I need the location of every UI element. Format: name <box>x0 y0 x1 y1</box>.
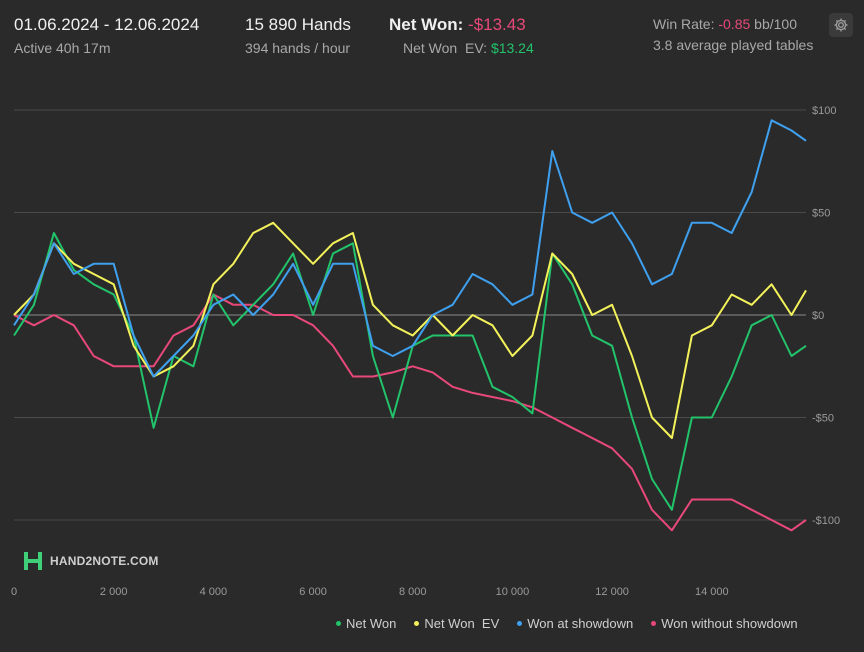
win-rate-unit: bb/100 <box>754 16 797 32</box>
avg-tables: 3.8 average played tables <box>653 37 814 53</box>
hand2note-logo-icon <box>24 552 42 570</box>
legend-dot <box>517 621 523 626</box>
win-rate-label: Win Rate: <box>653 16 715 32</box>
legend-item[interactable]: Net Won EV <box>414 616 499 631</box>
net-won-ev-value: $13.24 <box>490 40 534 56</box>
series-line-net-won <box>13 232 807 511</box>
legend-item[interactable]: Won without showdown <box>651 616 798 631</box>
hand2note-logo: HAND2NOTE.COM <box>22 550 159 572</box>
x-tick-label: 6 000 <box>299 586 327 598</box>
x-tick-label: 4 000 <box>200 586 228 598</box>
legend-label: Won at showdown <box>527 616 634 631</box>
y-tick-label: $0 <box>812 310 824 322</box>
win-rate: Win Rate: -0.85 bb/100 <box>653 16 797 32</box>
active-time: Active 40h 17m <box>14 40 111 56</box>
chart-legend: Net Won Net Won EV Won at showdown Won with… <box>336 616 798 631</box>
settings-button[interactable] <box>829 13 853 37</box>
summary-header: 01.06.2024 - 12.06.2024 Active 40h 17m 1… <box>0 0 864 64</box>
legend-label: Net Won EV <box>424 616 500 631</box>
series-line-won-at-showdown <box>13 119 807 378</box>
legend-label: Net Won <box>346 616 397 631</box>
net-won-ev-label: Net Won EV: <box>403 40 488 56</box>
gear-icon <box>834 18 848 32</box>
net-won-value: -$13.43 <box>468 15 526 34</box>
x-tick-label: 12 000 <box>595 586 629 598</box>
bankroll-line-chart: $100 $50 $0 -$50 -$100 0 2 000 4 000 6 000 8 000… <box>11 105 840 598</box>
y-tick-label: -$50 <box>812 413 834 425</box>
win-rate-value: -0.85 <box>718 16 751 32</box>
y-tick-label: $50 <box>812 208 830 220</box>
legend-dot <box>336 621 341 626</box>
date-range: 01.06.2024 - 12.06.2024 <box>14 15 200 34</box>
hands-per-hour: 394 hands / hour <box>245 40 351 56</box>
x-tick-label: 0 <box>11 586 17 598</box>
legend-label: Won without showdown <box>661 616 798 631</box>
net-won: Net Won: -$13.43 <box>389 15 526 35</box>
series-line-net-won-ev <box>13 221 807 439</box>
legend-dot <box>651 621 657 626</box>
y-tick-label: -$100 <box>812 515 840 527</box>
net-won-ev: Net Won EV: $13.24 <box>403 40 534 56</box>
logo-text: HAND2NOTE.COM <box>50 554 159 568</box>
x-tick-label: 2 000 <box>100 586 128 598</box>
legend-dot <box>414 621 420 626</box>
hands-count: 15 890 Hands <box>245 15 351 34</box>
legend-item[interactable]: Won at showdown <box>517 616 633 631</box>
x-tick-label: 14 000 <box>695 586 729 598</box>
x-tick-label: 10 000 <box>496 586 530 598</box>
legend-item[interactable]: Net Won <box>336 616 396 631</box>
x-tick-label: 8 000 <box>399 586 427 598</box>
net-won-label: Net Won: <box>389 15 464 34</box>
y-tick-label: $100 <box>812 105 836 117</box>
